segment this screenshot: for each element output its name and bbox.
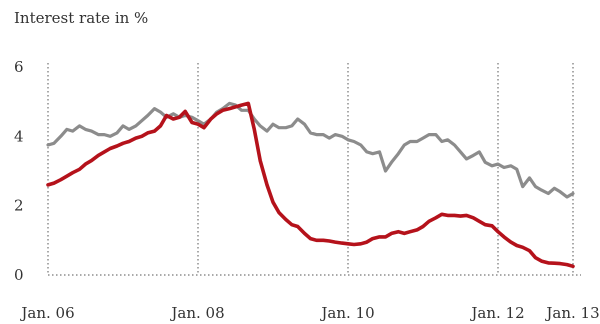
gridlines [47, 63, 581, 276]
y-axis-ticks: 0 2 4 6 [14, 58, 24, 284]
x-tick-label: Jan. 06 [19, 304, 74, 322]
series-line-1 [46, 101, 575, 199]
series-line-2 [46, 101, 575, 269]
y-tick-label: 6 [14, 58, 24, 76]
y-tick-label: 2 [14, 197, 24, 215]
series-lines [46, 101, 575, 269]
y-tick-label: 4 [14, 127, 24, 145]
y-tick-label: 0 [14, 266, 24, 284]
x-axis-ticks: Jan. 06 Jan. 08 Jan. 10 Jan. 12 Jan. 13 [19, 304, 599, 322]
x-tick-label: Jan. 10 [319, 304, 374, 322]
x-tick-label: Jan. 08 [169, 304, 224, 322]
x-tick-label: Jan. 13 [544, 304, 599, 322]
chart-title: Interest rate in % [14, 9, 148, 27]
x-tick-label: Jan. 12 [469, 304, 524, 322]
